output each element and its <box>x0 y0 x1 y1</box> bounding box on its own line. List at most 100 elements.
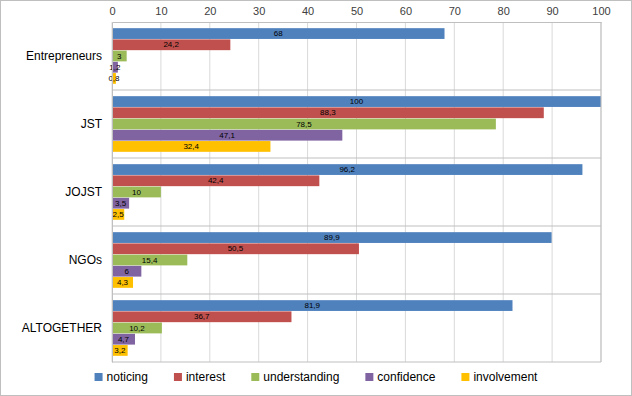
legend-item: understanding <box>251 370 339 384</box>
chart: 6810096,289,981,924,288,342,450,536,7378… <box>0 0 632 396</box>
tick: 20 <box>204 5 216 22</box>
tick-label: 40 <box>302 5 314 17</box>
bar <box>112 175 319 186</box>
category-separator <box>112 90 601 91</box>
grid-line <box>405 22 406 362</box>
bar <box>112 255 187 266</box>
grid-line <box>601 22 602 362</box>
grid-line <box>503 22 504 362</box>
data-label: 4,3 <box>117 278 129 287</box>
data-label: 3,5 <box>115 199 127 208</box>
data-label: 47,1 <box>219 131 235 140</box>
tick-label: JOJST <box>65 185 102 199</box>
data-label: 100 <box>350 97 364 106</box>
tick: 30 <box>253 5 265 22</box>
tick: JST <box>81 117 112 131</box>
tick: 90 <box>546 5 558 22</box>
legend: noticing interest understanding confidence i… <box>95 370 539 384</box>
category-separator <box>112 294 601 295</box>
data-label: 78,5 <box>296 120 312 129</box>
tick-label: NGOs <box>69 253 102 267</box>
bars <box>112 28 601 356</box>
data-label: 1,2 <box>109 63 121 72</box>
data-label: 24,2 <box>163 40 179 49</box>
data-label: 4,7 <box>118 335 130 344</box>
grid-line <box>356 22 357 362</box>
tick: JOJST <box>65 185 112 199</box>
tick-label: 30 <box>253 5 265 17</box>
data-label: 88,3 <box>320 108 336 117</box>
category-separator <box>112 226 601 227</box>
bar <box>112 107 544 118</box>
tick: 40 <box>302 5 314 22</box>
bar <box>112 232 552 243</box>
tick: Entrepreneurs <box>26 49 112 63</box>
tick-label: 60 <box>400 5 412 17</box>
bar <box>112 266 141 277</box>
legend-label: interest <box>186 370 226 384</box>
legend-label: noticing <box>107 370 148 384</box>
data-label: 15,4 <box>142 256 158 265</box>
bar <box>112 119 496 130</box>
bar <box>112 28 445 39</box>
data-label: 0,8 <box>108 74 120 83</box>
data-label: 96,2 <box>339 165 355 174</box>
tick: 80 <box>498 5 510 22</box>
tick: 100 <box>592 5 610 22</box>
bar <box>112 323 162 334</box>
grid-line <box>454 22 455 362</box>
data-label: 50,5 <box>228 244 244 253</box>
tick-label: Entrepreneurs <box>26 49 102 63</box>
data-label: 81,9 <box>304 301 320 310</box>
legend-label: understanding <box>263 370 339 384</box>
data-label: 3 <box>117 52 122 61</box>
frame <box>112 362 601 363</box>
grid-line <box>258 22 259 362</box>
axis-line <box>113 22 602 23</box>
bar <box>112 198 129 209</box>
y-axis: Entrepreneurs JST JOJST NGOs ALTOGETHER <box>22 23 113 363</box>
grid <box>112 22 601 362</box>
tick-label: 0 <box>109 5 115 17</box>
tick-label: 20 <box>204 5 216 17</box>
bar <box>112 187 161 198</box>
bar <box>112 311 291 322</box>
data-label: 2,5 <box>113 210 125 219</box>
legend-item: noticing <box>95 370 148 384</box>
bar <box>112 51 127 62</box>
legend-item: involvement <box>461 370 538 384</box>
data-label: 6 <box>124 267 129 276</box>
x-axis: 0 10 20 30 40 50 60 70 80 90 100 <box>109 5 610 23</box>
legend-label: involvement <box>473 370 538 384</box>
tick: NGOs <box>69 253 112 267</box>
bar <box>112 96 601 107</box>
data-label: 89,9 <box>324 233 340 242</box>
grid-line <box>552 22 553 362</box>
frame <box>601 22 602 362</box>
tick: ALTOGETHER <box>22 321 112 335</box>
category-separator <box>112 158 601 159</box>
grid-line <box>307 22 308 362</box>
legend-swatch <box>174 373 182 381</box>
tick-label: 90 <box>546 5 558 17</box>
bar <box>112 345 128 356</box>
tick: 50 <box>351 5 363 22</box>
tick-label: 10 <box>155 5 167 17</box>
data-labels: 6810096,289,981,924,288,342,450,536,7378… <box>108 29 363 355</box>
bar <box>112 164 582 175</box>
category-separators <box>112 90 601 294</box>
grid-line <box>209 22 210 362</box>
tick-label: 80 <box>498 5 510 17</box>
bar <box>112 277 133 288</box>
legend-item: interest <box>174 370 226 384</box>
bar <box>112 141 270 152</box>
legend-label: confidence <box>377 370 435 384</box>
data-label: 32,4 <box>183 142 199 151</box>
data-label: 36,7 <box>194 312 210 321</box>
data-label: 10 <box>132 188 141 197</box>
tick: 70 <box>449 5 461 22</box>
tick-label: ALTOGETHER <box>22 321 103 335</box>
tick: 0 <box>109 5 115 22</box>
tick: 10 <box>155 5 167 22</box>
tick-label: JST <box>81 117 103 131</box>
